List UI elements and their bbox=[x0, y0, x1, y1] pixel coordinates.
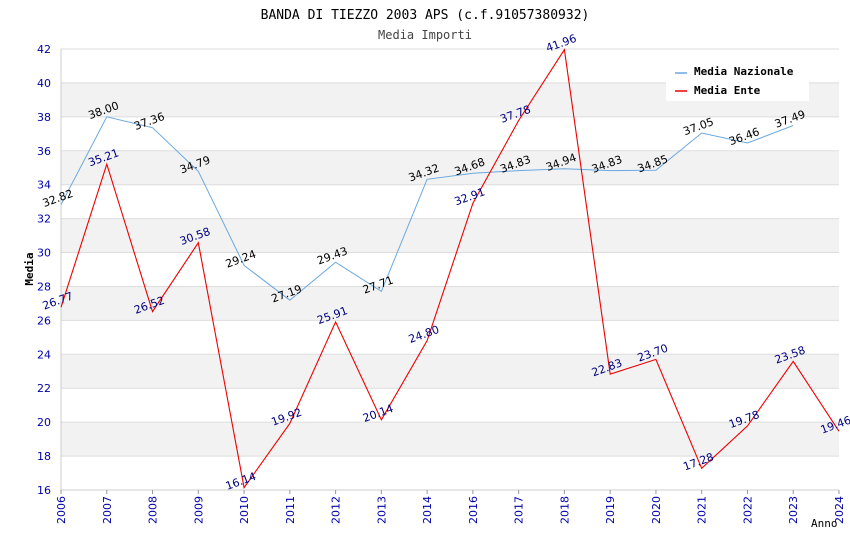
x-tick-label: 2021 bbox=[696, 496, 709, 524]
axes bbox=[60, 49, 839, 491]
y-tick-label: 28 bbox=[37, 280, 51, 293]
x-axis-label: Anno bbox=[811, 517, 838, 530]
y-tick-label: 40 bbox=[37, 77, 51, 90]
x-tick-label: 2020 bbox=[650, 496, 663, 524]
y-tick-label: 18 bbox=[37, 450, 51, 463]
x-tick-label: 2019 bbox=[604, 496, 617, 524]
x-tick-labels: 2006 2007 2008 2009 2010 2011 2012 2013 2014 2016… bbox=[55, 490, 846, 524]
series-line-media-ente bbox=[60, 48, 840, 489]
y-tick-label: 22 bbox=[37, 382, 51, 395]
legend-label-media-ente: Media Ente bbox=[694, 84, 761, 97]
y-tick-label: 38 bbox=[37, 111, 51, 124]
x-tick-label: 2008 bbox=[147, 496, 160, 524]
x-tick-label: 2016 bbox=[467, 496, 480, 524]
x-tick-label: 2007 bbox=[101, 496, 114, 524]
y-tick-label: 36 bbox=[37, 145, 51, 158]
y-tick-label: 32 bbox=[37, 213, 51, 226]
plot-band bbox=[61, 286, 839, 321]
legend-label-media-nazionale: Media Nazionale bbox=[694, 65, 794, 78]
y-axis-label: Media bbox=[23, 252, 36, 285]
x-tick-label: 2009 bbox=[192, 496, 205, 524]
x-tick-label: 2014 bbox=[421, 496, 434, 524]
plot-band bbox=[61, 422, 839, 457]
legend: Media Nazionale Media Ente bbox=[666, 60, 809, 101]
x-tick-label: 2023 bbox=[787, 496, 800, 524]
x-tick-label: 2011 bbox=[284, 496, 297, 524]
y-tick-label: 42 bbox=[37, 43, 51, 56]
x-tick-label: 2024 bbox=[833, 496, 846, 524]
x-tick-label: 2018 bbox=[558, 496, 571, 524]
y-tick-label: 34 bbox=[37, 179, 51, 192]
y-tick-label: 24 bbox=[37, 348, 51, 361]
legend-box bbox=[666, 60, 809, 101]
x-tick-label: 2022 bbox=[741, 496, 754, 524]
series-lines bbox=[60, 48, 840, 489]
x-tick-label: 2010 bbox=[238, 496, 251, 524]
chart-title: BANDA DI TIEZZO 2003 APS (c.f.9105738093… bbox=[261, 8, 590, 23]
plot-bands bbox=[61, 82, 839, 457]
y-tick-label: 16 bbox=[37, 484, 51, 497]
y-tick-labels: 16 18 20 22 24 26 28 30 32 34 36 38 40 42 bbox=[37, 43, 51, 497]
y-tick-label: 30 bbox=[37, 247, 51, 260]
plot-band bbox=[61, 354, 839, 389]
x-tick-label: 2013 bbox=[375, 496, 388, 524]
x-tick-label: 2006 bbox=[55, 496, 68, 524]
series-line-media-nazionale bbox=[60, 116, 794, 301]
x-tick-label: 2017 bbox=[513, 496, 526, 524]
plot-band bbox=[61, 150, 839, 185]
x-tick-label: 2012 bbox=[330, 496, 343, 524]
y-tick-label: 20 bbox=[37, 416, 51, 429]
plot-band bbox=[61, 218, 839, 253]
y-tick-label: 26 bbox=[37, 314, 51, 327]
chart-subtitle: Media Importi bbox=[378, 28, 472, 42]
